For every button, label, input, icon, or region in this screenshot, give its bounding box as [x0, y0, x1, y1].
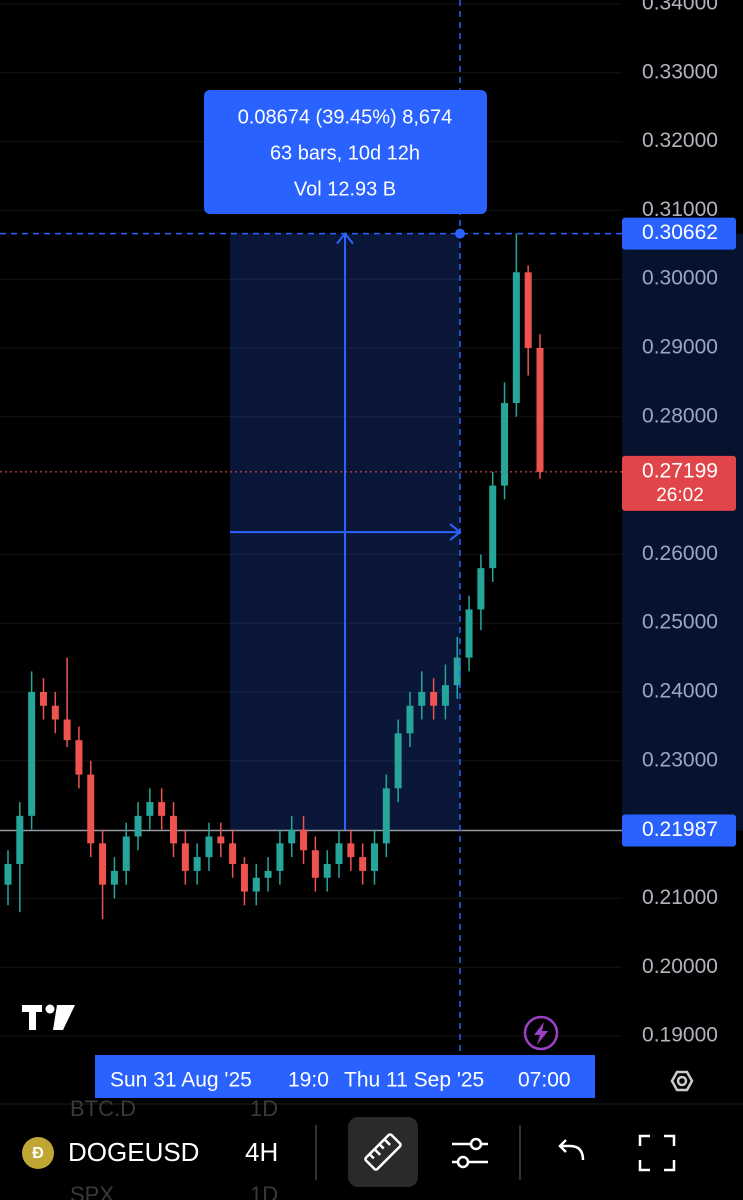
- candle-body: [406, 705, 414, 734]
- candle-body: [51, 705, 59, 720]
- y-tick-label: 0.23000: [642, 748, 718, 771]
- last-price-label: 0.27199: [642, 459, 718, 482]
- candle-body: [39, 692, 47, 706]
- measure-tooltip: [204, 90, 487, 214]
- countdown: 26:02: [656, 485, 704, 506]
- candle-body: [465, 609, 473, 658]
- candle-body: [441, 685, 449, 706]
- time-label: Sun 31 Aug '25: [110, 1069, 252, 1092]
- interval[interactable]: 4H: [245, 1137, 278, 1167]
- y-tick-label: 0.32000: [642, 129, 718, 152]
- ruler-button[interactable]: [348, 1117, 418, 1187]
- candle-body: [63, 719, 71, 741]
- y-tick-label: 0.31000: [642, 198, 718, 221]
- candle-body: [240, 864, 248, 892]
- crosshair-dot: [455, 228, 465, 239]
- lightning-button[interactable]: [523, 1015, 559, 1051]
- candle-body: [4, 864, 12, 885]
- last-price-bg: [622, 455, 736, 511]
- y-tick-label: 0.33000: [642, 60, 718, 83]
- symbol[interactable]: DOGEUSD: [68, 1137, 199, 1167]
- candle-body: [87, 774, 95, 844]
- candle-body: [382, 788, 390, 844]
- candle-body: [16, 815, 24, 865]
- candle-body: [99, 843, 107, 885]
- toolbar: BTC.D 1D SPX 1D Ð DOGEUSD 4H: [0, 1096, 743, 1200]
- time-label: 07:00: [518, 1069, 571, 1092]
- price-axis: [622, 0, 743, 1055]
- coin-icon: [22, 1137, 54, 1169]
- candle-body: [370, 843, 378, 871]
- measure-text: Vol 12.93 B: [294, 178, 396, 200]
- ghost-label: SPX: [70, 1182, 114, 1200]
- y-tick-label: 0.34000: [642, 0, 718, 15]
- indicators-button[interactable]: [452, 1137, 488, 1169]
- time-axis-highlight: [95, 1055, 595, 1098]
- candle-body: [524, 272, 532, 348]
- y-tick-label: 0.21000: [642, 886, 718, 909]
- candle-body: [229, 843, 237, 865]
- price-label-bg: [622, 814, 736, 847]
- candle-body: [347, 843, 355, 858]
- candle-body: [512, 272, 520, 404]
- ghost-label: 1D: [250, 1182, 278, 1200]
- price-label: 0.21987: [642, 818, 718, 841]
- candle-body: [252, 877, 260, 892]
- y-tick-label: 0.19000: [642, 1024, 718, 1047]
- measure-text: 63 bars, 10d 12h: [270, 142, 420, 164]
- settings-button[interactable]: [670, 1070, 694, 1092]
- candle-body: [323, 864, 331, 878]
- price-label-bg: [622, 217, 736, 250]
- price-label: 0.30662: [642, 221, 718, 244]
- candle-body: [181, 843, 189, 871]
- candle-body: [110, 870, 118, 885]
- candle-body: [134, 815, 142, 837]
- candle-body: [300, 829, 308, 851]
- candle-body: [264, 870, 272, 878]
- tv-logo: [22, 1004, 75, 1030]
- time-label: Thu 11 Sep '25: [344, 1069, 484, 1092]
- candle-body: [418, 692, 426, 706]
- y-tick-label: 0.28000: [642, 404, 718, 427]
- candle-body: [75, 740, 83, 775]
- candle-body: [394, 733, 402, 789]
- candle-body: [489, 485, 497, 569]
- ghost-label: 1D: [250, 1096, 278, 1121]
- candle-body: [205, 836, 213, 858]
- candle-body: [146, 802, 154, 816]
- candle-body: [335, 843, 343, 865]
- undo-button[interactable]: [558, 1139, 585, 1161]
- coin-glyph: Ð: [32, 1145, 44, 1162]
- candle-body: [158, 802, 166, 816]
- candle-body: [170, 815, 178, 844]
- measure-text: 0.08674 (39.45%) 8,674: [238, 106, 453, 128]
- y-tick-label: 0.26000: [642, 542, 718, 565]
- axis-range-highlight: [622, 233, 743, 831]
- y-tick-label: 0.20000: [642, 955, 718, 978]
- candle-body: [217, 836, 225, 844]
- y-tick-label: 0.24000: [642, 680, 718, 703]
- candle-body: [359, 857, 367, 871]
- ghost-label: BTC.D: [70, 1096, 136, 1121]
- candle-body: [28, 692, 36, 816]
- y-tick-label: 0.25000: [642, 611, 718, 634]
- time-label: 19:0: [288, 1069, 329, 1092]
- candle-body: [122, 836, 130, 871]
- fullscreen-button[interactable]: [638, 1134, 676, 1172]
- candle-body: [311, 850, 319, 878]
- candle-body: [453, 657, 461, 686]
- y-tick-label: 0.29000: [642, 336, 718, 359]
- candle-body: [477, 568, 485, 610]
- candle-body: [276, 843, 284, 871]
- candle-body: [501, 403, 509, 486]
- candle-body: [288, 829, 296, 844]
- candle-body: [193, 857, 201, 871]
- candle-body: [536, 347, 544, 472]
- candle-body: [430, 692, 438, 706]
